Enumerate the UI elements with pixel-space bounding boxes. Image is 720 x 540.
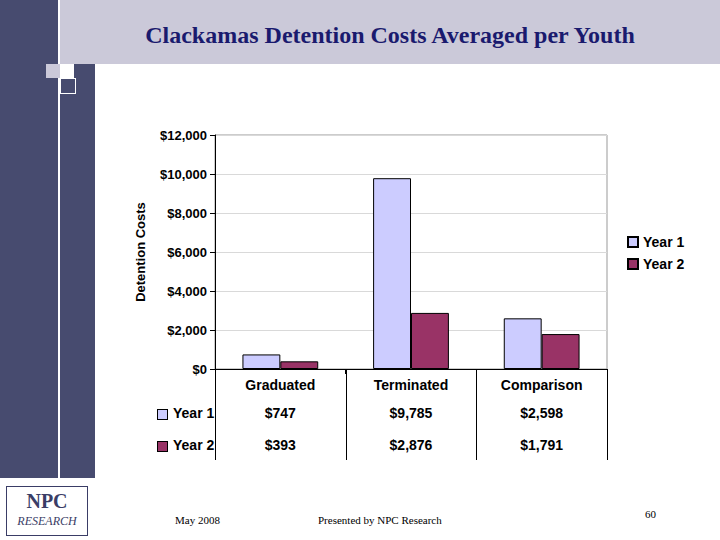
html-text:Clackamas Detention Costs Aver: Clackamas Detention Costs Averaged per Y…	[145, 22, 635, 48]
svg-text:$4,000: $4,000	[167, 284, 207, 299]
html-text:$2,876: $2,876	[389, 437, 433, 453]
html-text:NPC: NPC	[26, 490, 68, 512]
html-text:$747: $747	[264, 405, 296, 421]
html-text:May 2008: May 2008	[175, 514, 220, 526]
svg-text:$10,000: $10,000	[160, 167, 207, 182]
svg-text:$8,000: $8,000	[167, 206, 207, 221]
svg-text:$6,000: $6,000	[167, 245, 207, 260]
html-text:RESEARCH: RESEARCH	[17, 514, 77, 528]
svg-text:Detention Costs: Detention Costs	[133, 202, 148, 302]
html-text:60: 60	[645, 508, 656, 520]
html-text:Year 1: Year 1	[173, 405, 215, 421]
html-text:Presented by NPC Research: Presented by NPC Research	[318, 514, 442, 526]
svg-text:Terminated: Terminated	[374, 377, 448, 393]
html-text:$2,598: $2,598	[520, 405, 564, 421]
html-text:$393: $393	[264, 437, 296, 453]
svg-text:Year 1: Year 1	[643, 234, 684, 250]
svg-text:$2,000: $2,000	[167, 323, 207, 338]
html-text:Year 2: Year 2	[173, 437, 215, 453]
html-text:$1,791: $1,791	[520, 437, 564, 453]
svg-text:Graduated: Graduated	[245, 377, 315, 393]
html-text:$9,785: $9,785	[389, 405, 433, 421]
svg-text:Comparison: Comparison	[501, 377, 583, 393]
svg-text:$12,000: $12,000	[160, 128, 207, 143]
svg-text:$0: $0	[193, 362, 207, 377]
svg-text:Year 2: Year 2	[643, 256, 684, 272]
